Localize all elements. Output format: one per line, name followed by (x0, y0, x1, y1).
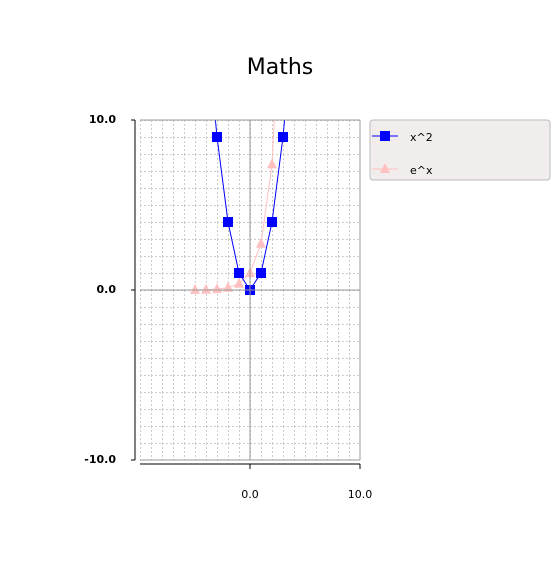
marker (223, 217, 233, 227)
marker (212, 283, 222, 294)
marker (234, 268, 244, 278)
marker (234, 277, 244, 288)
marker (256, 268, 266, 278)
marker (267, 217, 277, 227)
legend (369, 119, 551, 181)
x-tick-label: 10.0 (348, 488, 373, 501)
marker (380, 163, 390, 173)
x-tick-label: 0.0 (241, 488, 259, 501)
y-tick-label: 10.0 (89, 113, 116, 126)
marker (223, 281, 233, 292)
chart-title: Maths (247, 55, 314, 80)
marker (256, 237, 266, 248)
marker (267, 158, 277, 169)
marker (212, 132, 222, 142)
legend-label: x^2 (410, 131, 433, 144)
marker (380, 131, 390, 141)
marker (190, 283, 200, 294)
marker (201, 283, 211, 294)
y-tick-label: -10.0 (84, 453, 116, 466)
legend-label: e^x (410, 164, 433, 177)
marker (278, 132, 288, 142)
y-tick-label: 0.0 (97, 283, 117, 296)
